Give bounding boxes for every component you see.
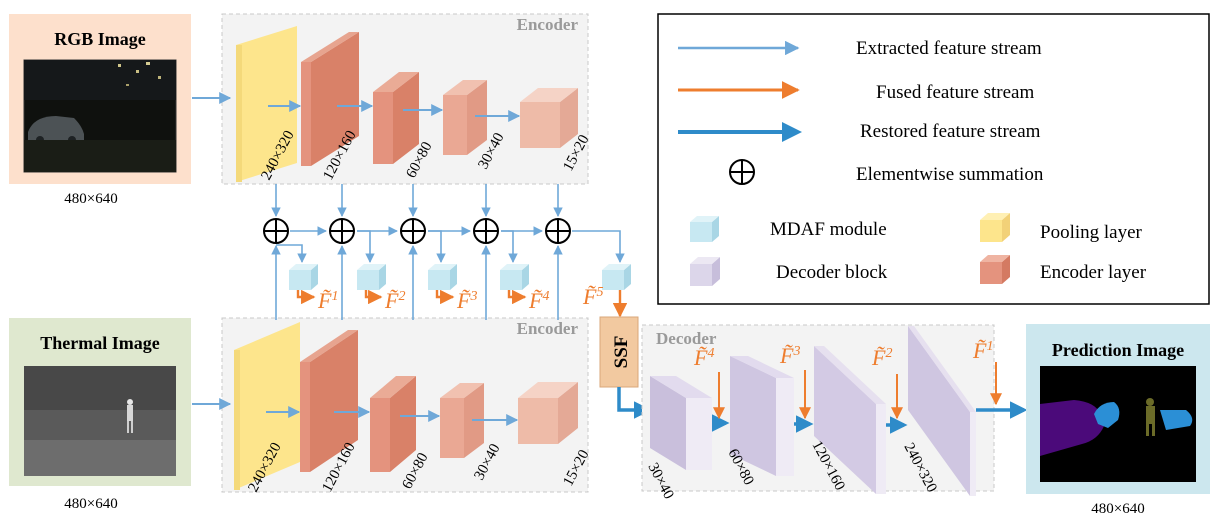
rgb-image-title: RGB Image	[54, 29, 146, 49]
decoder-block-2	[730, 356, 794, 476]
decoder-block-3	[814, 346, 886, 494]
legend-encoder-icon	[980, 255, 1010, 284]
decoder-feature-4: F̃4	[693, 345, 714, 370]
thermal-image-title: Thermal Image	[40, 333, 159, 353]
summation-5	[545, 218, 571, 244]
legend-mdaf: MDAF module	[770, 219, 887, 240]
thermal-encoder-layer-1	[300, 330, 358, 472]
thermal-image-size: 480×640	[64, 496, 117, 512]
ssf-label: SSF	[611, 336, 632, 369]
rgb-encoder-layer-3	[443, 80, 487, 155]
decoder-feature-2: F̃2	[871, 345, 892, 370]
prediction-image	[1040, 366, 1196, 482]
summation-3	[400, 218, 426, 244]
legend-pooling: Pooling layer	[1040, 222, 1143, 243]
thermal-encoder-label: Encoder	[517, 319, 579, 338]
prediction-image-title: Prediction Image	[1052, 340, 1184, 360]
thermal-encoder-arrows	[266, 406, 519, 426]
decoder-label: Decoder	[656, 329, 717, 348]
rgb-encoder-label: Encoder	[517, 15, 579, 34]
decoder: Decoder 30×40 60×80 120×160 240×320	[641, 324, 1028, 502]
fused-feature-3: F̃3	[456, 288, 477, 313]
legend-fused: Fused feature stream	[876, 82, 1034, 103]
prediction-output-panel: Prediction Image 480×640	[1026, 324, 1210, 517]
rgb-encoder-layer-1	[301, 32, 359, 166]
legend-pooling-icon	[980, 213, 1010, 242]
legend-summation-symbol	[729, 159, 755, 185]
legend-summation: Elementwise summation	[856, 164, 1044, 185]
thermal-encoder: Encoder 240×320 120×160 60×80 30×40	[221, 317, 593, 495]
fused-feature-1: F̃1	[317, 288, 338, 313]
mdaf-module-5	[602, 264, 631, 290]
rgb-image-size: 480×640	[64, 191, 117, 207]
legend-restored: Restored feature stream	[860, 121, 1041, 142]
thermal-pooling-layer	[234, 322, 300, 490]
rgb-encoder-layer-4	[520, 88, 578, 148]
legend-mdaf-icon	[690, 216, 719, 242]
legend: Extracted feature stream Fused feature s…	[657, 13, 1210, 305]
rgb-input-panel: RGB Image 480×640	[9, 14, 191, 207]
thermal-encoder-layer-2	[370, 376, 416, 472]
prediction-image-size: 480×640	[1091, 501, 1144, 517]
rgb-encoder: Encoder 240×320 120×160	[221, 13, 593, 185]
decoder-feature-1: F̃1	[972, 338, 993, 363]
thermal-input-panel: Thermal Image 480×640	[9, 318, 191, 512]
legend-encoder-layer: Encoder layer	[1040, 262, 1147, 283]
rgb-pooling-layer	[236, 26, 297, 182]
summation-4	[473, 218, 499, 244]
rgb-image	[23, 59, 177, 173]
mdaf-module-2	[357, 264, 386, 290]
summation-1	[263, 218, 289, 244]
decoder-block-1	[650, 376, 712, 470]
decoder-block-4	[908, 326, 976, 496]
rgb-encoder-arrows	[268, 100, 521, 122]
legend-extracted: Extracted feature stream	[856, 38, 1042, 59]
fused-feature-2: F̃2	[384, 288, 405, 313]
mdaf-module-3	[428, 264, 457, 290]
rgb-encoder-layer-2	[373, 72, 419, 164]
ssf-block: SSF	[599, 316, 652, 419]
mdaf-module-1	[289, 264, 318, 290]
fused-feature-5: F̃5	[582, 284, 603, 309]
thermal-encoder-layer-4	[518, 382, 578, 444]
legend-decoder-block: Decoder block	[776, 262, 888, 283]
thermal-image	[24, 366, 176, 476]
mdaf-module-4	[500, 264, 529, 290]
legend-decoder-icon	[690, 257, 720, 286]
fusion-row: F̃1 F̃2 F̃3 F̃4 F̃5	[263, 184, 631, 320]
decoder-feature-3: F̃3	[779, 343, 800, 368]
summation-2	[329, 218, 355, 244]
fused-feature-4: F̃4	[528, 288, 549, 313]
